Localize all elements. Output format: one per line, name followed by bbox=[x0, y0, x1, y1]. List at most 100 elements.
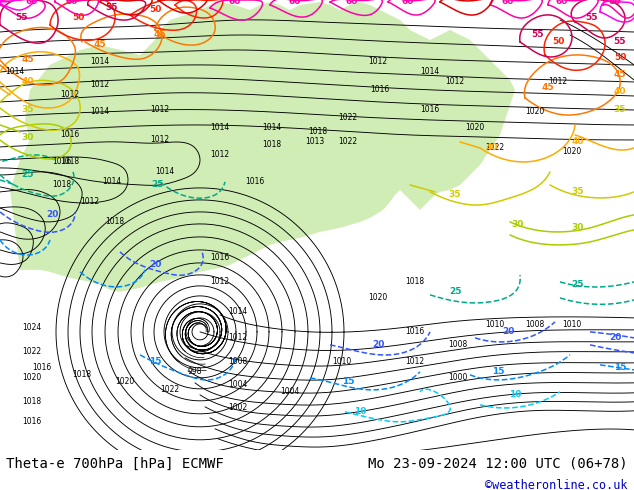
Text: 25: 25 bbox=[22, 171, 34, 179]
Text: 1024: 1024 bbox=[22, 323, 42, 332]
Text: 55: 55 bbox=[586, 14, 598, 23]
Text: 55: 55 bbox=[614, 37, 626, 47]
Text: 55: 55 bbox=[532, 30, 544, 40]
Text: Mo 23-09-2024 12:00 UTC (06+78): Mo 23-09-2024 12:00 UTC (06+78) bbox=[368, 457, 628, 471]
Text: 1020: 1020 bbox=[526, 107, 545, 117]
Text: 1012: 1012 bbox=[210, 150, 230, 159]
Text: 998: 998 bbox=[188, 368, 202, 376]
Text: 1012: 1012 bbox=[91, 80, 110, 90]
Text: 40: 40 bbox=[22, 77, 34, 86]
Text: 1012: 1012 bbox=[81, 197, 100, 206]
Text: 1012: 1012 bbox=[548, 77, 567, 86]
Text: 1016: 1016 bbox=[420, 105, 439, 115]
Text: 1022: 1022 bbox=[339, 114, 358, 122]
Text: 1004: 1004 bbox=[228, 380, 248, 390]
Text: 1022: 1022 bbox=[22, 347, 42, 356]
Text: 35: 35 bbox=[22, 105, 34, 115]
Text: 1014: 1014 bbox=[155, 168, 174, 176]
Text: 15: 15 bbox=[614, 364, 626, 372]
Text: 20: 20 bbox=[46, 210, 58, 220]
Text: 1016: 1016 bbox=[370, 85, 390, 95]
Text: 1012: 1012 bbox=[150, 135, 169, 145]
Text: 1016: 1016 bbox=[405, 327, 425, 336]
Text: 1014: 1014 bbox=[228, 307, 248, 317]
Text: 10: 10 bbox=[354, 407, 366, 416]
Text: 25: 25 bbox=[152, 180, 164, 190]
Text: 20: 20 bbox=[149, 260, 161, 270]
Text: 45: 45 bbox=[614, 71, 626, 79]
Text: Theta-e 700hPa [hPa] ECMWF: Theta-e 700hPa [hPa] ECMWF bbox=[6, 457, 224, 471]
Text: 35: 35 bbox=[449, 191, 462, 199]
Text: 15: 15 bbox=[149, 357, 161, 367]
Text: 25: 25 bbox=[572, 280, 585, 290]
Text: 10: 10 bbox=[509, 391, 521, 399]
Text: 1018: 1018 bbox=[53, 180, 72, 190]
Text: 40: 40 bbox=[486, 144, 498, 152]
Text: 1022: 1022 bbox=[486, 144, 505, 152]
Text: 1016: 1016 bbox=[245, 177, 264, 186]
Text: 60: 60 bbox=[66, 0, 78, 6]
Text: 60: 60 bbox=[556, 0, 568, 6]
Text: 1008: 1008 bbox=[448, 341, 468, 349]
Text: 1018: 1018 bbox=[262, 141, 281, 149]
Text: 1022: 1022 bbox=[339, 137, 358, 147]
Text: 60: 60 bbox=[229, 0, 241, 6]
Text: 1020: 1020 bbox=[562, 147, 581, 156]
Text: 60: 60 bbox=[402, 0, 414, 6]
Text: 50: 50 bbox=[72, 14, 84, 23]
Text: 1014: 1014 bbox=[5, 68, 25, 76]
Text: 45: 45 bbox=[22, 55, 34, 65]
Text: 1018: 1018 bbox=[60, 157, 79, 167]
Text: 15: 15 bbox=[492, 368, 504, 376]
Text: 20: 20 bbox=[372, 341, 384, 349]
Text: 1013: 1013 bbox=[306, 137, 325, 147]
Text: 1012: 1012 bbox=[368, 57, 387, 67]
Text: 55: 55 bbox=[106, 3, 119, 13]
Text: 1012: 1012 bbox=[405, 357, 425, 367]
Text: 50: 50 bbox=[614, 53, 626, 63]
Text: 1016: 1016 bbox=[53, 157, 72, 167]
Text: 30: 30 bbox=[572, 223, 584, 232]
Text: 30: 30 bbox=[512, 220, 524, 229]
Text: 1022: 1022 bbox=[160, 385, 179, 394]
Text: 60: 60 bbox=[26, 0, 38, 6]
Text: 1010: 1010 bbox=[486, 320, 505, 329]
Text: 50: 50 bbox=[552, 37, 564, 47]
Text: 1010: 1010 bbox=[562, 320, 581, 329]
Text: 1018: 1018 bbox=[308, 127, 328, 136]
Text: 45: 45 bbox=[541, 83, 554, 93]
Text: 60: 60 bbox=[609, 0, 621, 6]
Text: 1018: 1018 bbox=[22, 397, 42, 406]
Text: 1018: 1018 bbox=[105, 218, 124, 226]
Text: 1020: 1020 bbox=[465, 123, 484, 132]
Text: 1014: 1014 bbox=[420, 68, 439, 76]
Polygon shape bbox=[10, 2, 515, 292]
Text: 1002: 1002 bbox=[228, 403, 248, 413]
Text: 1014: 1014 bbox=[102, 177, 122, 186]
Text: 1016: 1016 bbox=[22, 417, 42, 426]
Text: 60: 60 bbox=[346, 0, 358, 6]
Text: 1016: 1016 bbox=[32, 364, 51, 372]
Text: 1012: 1012 bbox=[150, 105, 169, 115]
Text: 1008: 1008 bbox=[228, 357, 248, 367]
Text: 1016: 1016 bbox=[60, 130, 80, 140]
Text: 1012: 1012 bbox=[228, 333, 247, 343]
Text: 40: 40 bbox=[572, 137, 585, 147]
Text: 1012: 1012 bbox=[60, 91, 79, 99]
Text: 1014: 1014 bbox=[262, 123, 281, 132]
Text: 1020: 1020 bbox=[115, 377, 134, 386]
Text: 45: 45 bbox=[94, 41, 107, 49]
Text: 1012: 1012 bbox=[210, 277, 230, 286]
Text: 1010: 1010 bbox=[332, 357, 352, 367]
Text: 1014: 1014 bbox=[91, 57, 110, 67]
Text: ©weatheronline.co.uk: ©weatheronline.co.uk bbox=[485, 479, 628, 490]
Text: 45: 45 bbox=[153, 30, 166, 40]
Text: 1014: 1014 bbox=[210, 123, 230, 132]
Text: 20: 20 bbox=[502, 327, 514, 336]
Text: 20: 20 bbox=[609, 333, 621, 343]
Text: 35: 35 bbox=[572, 187, 585, 196]
Text: 1016: 1016 bbox=[210, 253, 230, 263]
Text: 50: 50 bbox=[149, 5, 161, 15]
Text: 1008: 1008 bbox=[526, 320, 545, 329]
Text: 60: 60 bbox=[289, 0, 301, 6]
